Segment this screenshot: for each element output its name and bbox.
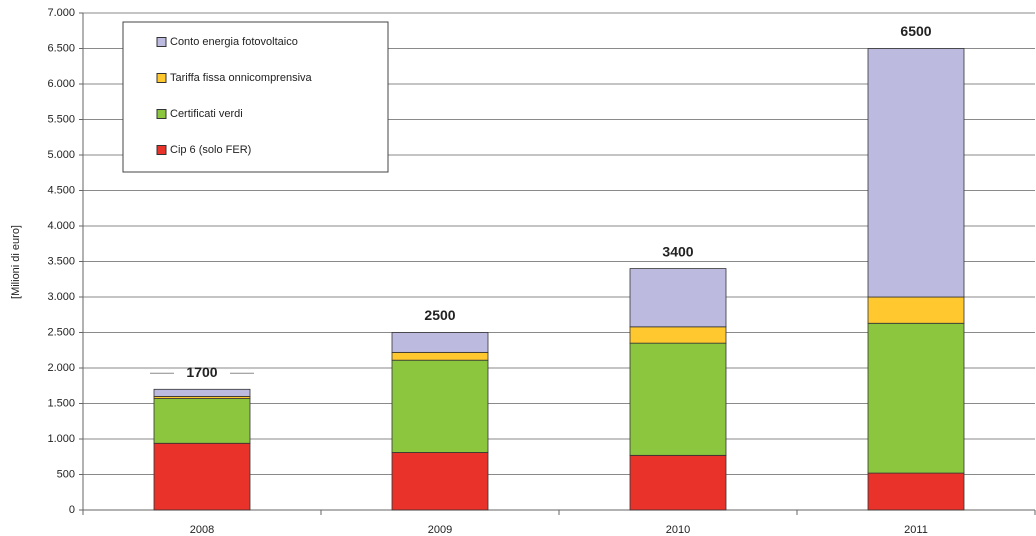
bar-segment xyxy=(867,472,965,511)
bar-segment xyxy=(153,442,251,511)
legend-label: Conto energia fotovoltaico xyxy=(170,36,298,48)
total-label: 3400 xyxy=(662,243,693,259)
legend-label: Tariffa fissa onnicomprensiva xyxy=(170,72,313,84)
legend-label: Certificati verdi xyxy=(170,108,243,120)
y-tick-label: 5.000 xyxy=(47,149,75,161)
y-tick-label: 6.500 xyxy=(47,42,75,54)
y-tick-label: 6.000 xyxy=(47,78,75,90)
x-tick-label: 2010 xyxy=(666,524,690,536)
legend-label: Cip 6 (solo FER) xyxy=(170,144,251,156)
x-tick-label: 2009 xyxy=(428,524,452,536)
bar-segment xyxy=(629,268,727,328)
bar-segment xyxy=(391,452,489,511)
bar-segment xyxy=(867,322,965,474)
bar-segment xyxy=(629,326,727,344)
bar-segment xyxy=(867,296,965,324)
y-tick-label: 5.500 xyxy=(47,113,75,125)
legend-swatch xyxy=(156,145,167,155)
legend-swatch xyxy=(156,73,167,83)
y-tick-label: 4.500 xyxy=(47,184,75,196)
bar-segment xyxy=(391,351,489,361)
x-tick-label: 2011 xyxy=(904,524,928,536)
y-tick-label: 2.000 xyxy=(47,362,75,374)
y-tick-label: 4.000 xyxy=(47,220,75,232)
y-tick-label: 1.500 xyxy=(47,397,75,409)
bar-segment xyxy=(153,388,251,397)
x-tick-label: 2008 xyxy=(190,524,214,536)
bar-segment xyxy=(391,359,489,453)
bar-segment xyxy=(629,342,727,456)
bar-segment xyxy=(153,398,251,444)
total-label: 6500 xyxy=(900,23,931,39)
y-tick-label: 3.500 xyxy=(47,255,75,267)
y-tick-label: 2.500 xyxy=(47,326,75,338)
y-tick-label: 500 xyxy=(57,468,75,480)
bar-segment xyxy=(629,454,727,511)
legend-swatch xyxy=(156,37,167,47)
bar-segment xyxy=(867,48,965,298)
y-tick-label: 0 xyxy=(69,504,75,516)
legend-swatch xyxy=(156,109,167,119)
y-axis-label: [Milioni di euro] xyxy=(10,225,22,299)
y-tick-label: 7.000 xyxy=(47,7,75,19)
legend-box xyxy=(122,21,389,173)
total-label: 2500 xyxy=(424,307,455,323)
y-tick-label: 3.000 xyxy=(47,291,75,303)
bar-segment xyxy=(391,332,489,353)
total-label: 1700 xyxy=(186,364,217,380)
y-tick-label: 1.000 xyxy=(47,433,75,445)
